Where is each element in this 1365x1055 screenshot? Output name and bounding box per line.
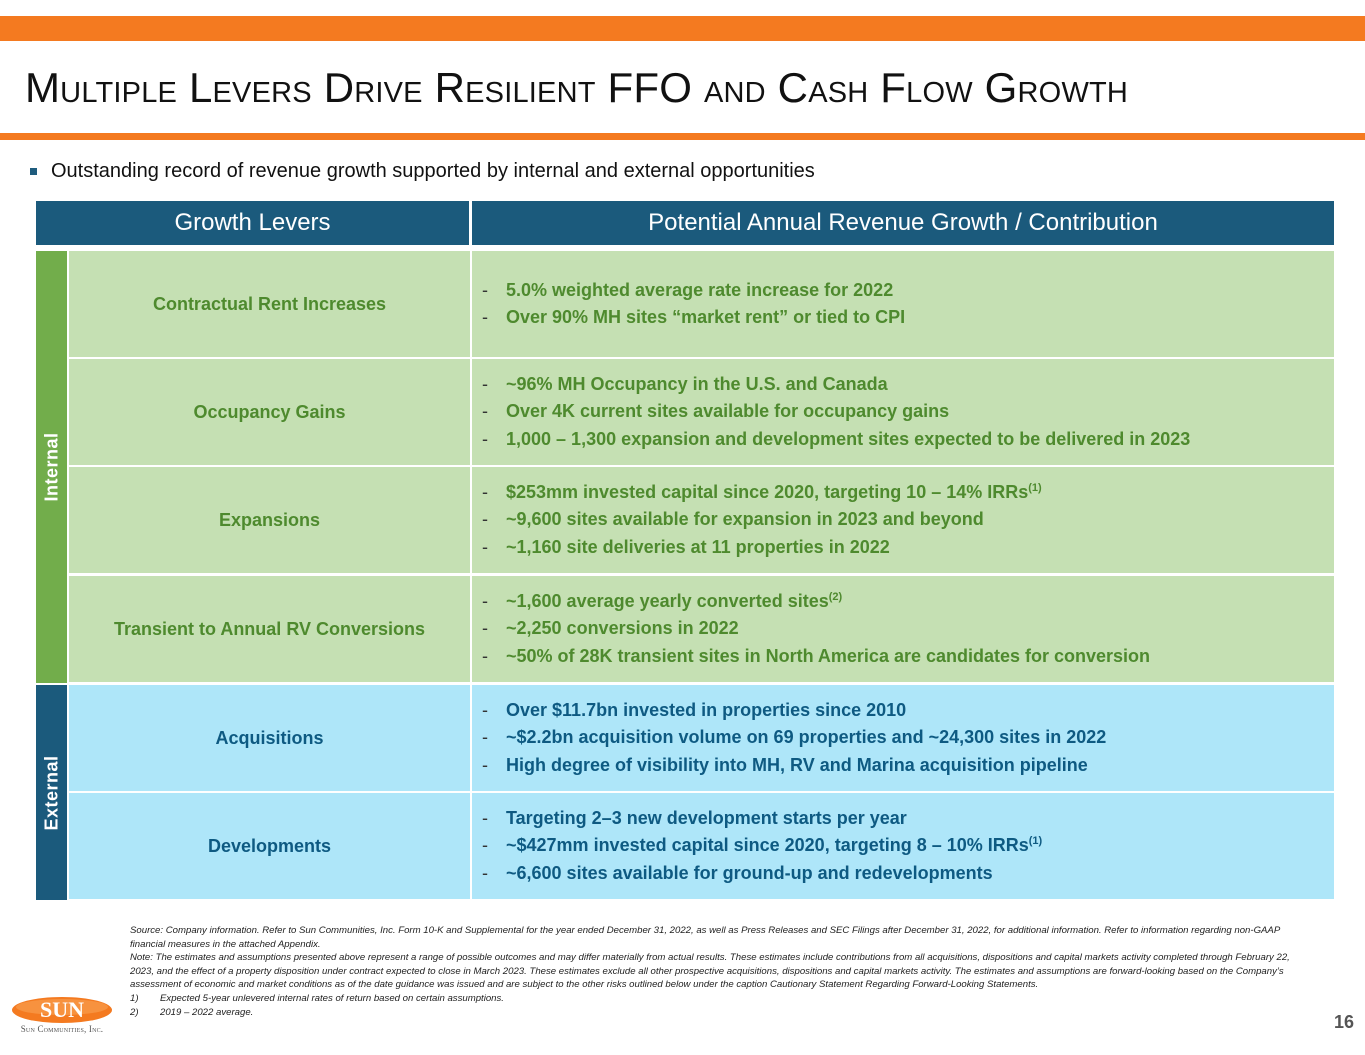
top-accent-bar [0, 16, 1365, 41]
footnotes: Source: Company information. Refer to Su… [130, 924, 1310, 1019]
square-bullet-icon [30, 167, 37, 175]
detail-cell: - ~1,600 average yearly converted sites(2… [472, 576, 1334, 682]
detail-text: ~2,250 conversions in 2022 [506, 618, 739, 639]
detail-cell: - Over $11.7bn invested in properties sin… [472, 685, 1334, 791]
detail-text: ~1,600 average yearly converted sites [506, 590, 829, 611]
detail-line: - Over $11.7bn invested in properties sin… [482, 697, 1334, 725]
dash-bullet: - [482, 428, 488, 449]
detail-text: ~50% of 28K transient sites in North Ame… [506, 645, 1151, 666]
group-internal: Internal [36, 251, 67, 683]
dash-bullet: - [482, 536, 488, 557]
footnote-ref: (1) [1028, 481, 1042, 494]
dash-bullet: - [482, 373, 488, 394]
detail-cell: - Targeting 2–3 new development starts pe… [472, 793, 1334, 899]
dash-bullet: - [482, 862, 488, 883]
dash-bullet: - [482, 807, 488, 828]
detail-text: Over $11.7bn invested in properties sinc… [506, 699, 907, 720]
detail-line: - ~2,250 conversions in 2022 [482, 615, 1334, 643]
footnote-source: Source: Company information. Refer to Su… [130, 925, 1280, 950]
detail-text: ~1,160 site deliveries at 11 properties … [506, 536, 890, 557]
page-title: Multiple Levers Drive Resilient FFO and … [25, 64, 1129, 111]
detail-line: - ~50% of 28K transient sites in North Am… [482, 643, 1334, 671]
sun-logo-icon: SUN [12, 997, 112, 1023]
detail-line: - ~$427mm invested capital since 2020, ta… [482, 832, 1334, 860]
footnote-number: 1) [130, 992, 139, 1004]
dash-bullet: - [482, 590, 488, 611]
detail-text: $253mm invested capital since 2020, targ… [506, 481, 1029, 502]
dash-bullet: - [482, 481, 488, 502]
footnote-text: Expected 5-year unlevered internal rates… [160, 992, 504, 1004]
company-name: Sun Communities, Inc. [20, 1024, 104, 1034]
footnote-ref: (2) [828, 590, 843, 603]
lever-cell: Contractual Rent Increases [69, 251, 470, 357]
detail-cell: -5.0% weighted average rate increase for… [472, 251, 1334, 357]
detail-text: ~96% MH Occupancy in the U.S. and Canada [506, 373, 888, 394]
footnote-text: 2019 – 2022 average. [160, 1006, 254, 1018]
detail-line: - $253mm invested capital since 2020, tar… [482, 479, 1334, 507]
lever-cell: Acquisitions [69, 685, 470, 791]
detail-line: -1,000 – 1,300 expansion and development… [482, 426, 1334, 454]
detail-text: 1,000 – 1,300 expansion and development … [506, 428, 1191, 449]
lever-cell: Transient to Annual RV Conversions [69, 576, 470, 682]
detail-line: - ~6,600 sites available for ground-up an… [482, 860, 1334, 888]
detail-text: ~$2.2bn acquisition volume on 69 propert… [506, 727, 1107, 748]
detail-line: - ~96% MH Occupancy in the U.S. and Canad… [482, 371, 1334, 399]
dash-bullet: - [482, 727, 488, 748]
detail-text: ~$427mm invested capital since 2020, tar… [506, 835, 1029, 856]
detail-cell: - $253mm invested capital since 2020, tar… [472, 467, 1334, 573]
page-number: 16 [1333, 1012, 1354, 1032]
detail-text: Over 90% MH sites “market rent” or tied … [506, 307, 906, 327]
group-internal-label: Internal [41, 432, 61, 502]
detail-line: - ~1,160 site deliveries at 11 properties… [482, 534, 1334, 562]
detail-text: Targeting 2–3 new development starts per… [506, 807, 907, 828]
lever-cell: Occupancy Gains [69, 359, 470, 465]
detail-cell: - ~96% MH Occupancy in the U.S. and Canad… [472, 359, 1334, 465]
detail-line: - ~$2.2bn acquisition volume on 69 proper… [482, 724, 1334, 752]
footnote-number: 2) [130, 1006, 139, 1018]
dash-bullet: - [482, 509, 488, 530]
footnote-ref: (1) [1028, 835, 1043, 848]
logo-mark: SUN [40, 997, 84, 1022]
dash-bullet: - [482, 699, 488, 720]
detail-text: High degree of visibility into MH, RV an… [506, 754, 1088, 775]
detail-line: - ~1,600 average yearly converted sites(2… [482, 588, 1334, 616]
dash-bullet: - [482, 835, 488, 856]
dash-bullet: - [482, 618, 488, 639]
dash-bullet: - [482, 307, 488, 327]
intro-bullet: Outstanding record of revenue growth sup… [30, 158, 815, 184]
detail-text: Over 4K current sites available for occu… [506, 401, 950, 422]
lever-cell: Expansions [69, 467, 470, 573]
footnote-item: 2) 2019 – 2022 average. [130, 1006, 1310, 1020]
detail-text: ~6,600 sites available for ground-up and… [506, 862, 993, 883]
detail-line: - Over 4K current sites available for occ… [482, 398, 1334, 426]
detail-line: - Targeting 2–3 new development starts pe… [482, 805, 1334, 833]
intro-bullet-text: Outstanding record of revenue growth sup… [51, 159, 815, 182]
group-external-label: External [41, 754, 61, 831]
detail-line: - High degree of visibility into MH, RV a… [482, 752, 1334, 780]
detail-line: -5.0% weighted average rate increase for… [482, 277, 1334, 305]
detail-text: ~9,600 sites available for expansion in … [506, 509, 984, 530]
lever-cell: Developments [69, 793, 470, 899]
title-divider [0, 133, 1365, 140]
group-external: External [36, 685, 67, 900]
dash-bullet: - [482, 754, 488, 775]
header-revenue-growth: Potential Annual Revenue Growth / Contri… [472, 201, 1334, 245]
detail-line: - ~9,600 sites available for expansion in… [482, 506, 1334, 534]
dash-bullet: - [482, 645, 488, 666]
dash-bullet: - [482, 279, 488, 300]
footnote-item: 1) Expected 5-year unlevered internal ra… [130, 992, 1310, 1006]
footnote-note: Note: The estimates and assumptions pres… [130, 952, 1290, 991]
detail-text: 5.0% weighted average rate increase for … [506, 279, 894, 300]
detail-line: - Over 90% MH sites “market rent” or tied… [482, 304, 1334, 332]
dash-bullet: - [482, 401, 488, 422]
header-growth-levers: Growth Levers [36, 201, 469, 245]
